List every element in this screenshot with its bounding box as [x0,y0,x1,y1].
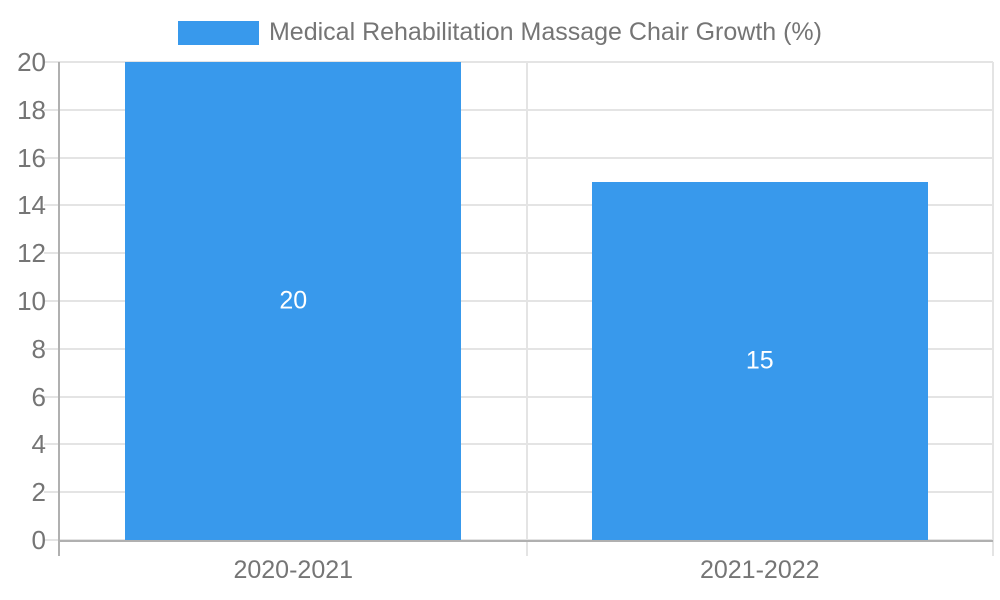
x-axis-label: 2021-2022 [699,556,820,584]
x-axis-line [58,540,993,542]
y-tick-label: 14 [17,190,46,221]
gridline-y-12 [44,252,993,255]
y-tick-label: 0 [31,525,46,555]
y-tick-label: 10 [17,286,46,316]
gridline-x-boundary-2 [992,62,994,556]
bar-2020-2021[interactable]: 20 [125,62,462,540]
plot-area: 20 15 [44,61,994,556]
gridline-x-boundary-1 [525,62,528,556]
y-tick-label: 6 [31,381,46,412]
y-tick-label: 12 [17,238,46,269]
bar-2021-2022[interactable]: 15 [591,181,928,540]
legend-swatch[interactable] [177,20,259,45]
gridline-y-6 [44,395,993,398]
y-tick-label: 8 [31,333,46,364]
legend-label: Medical Rehabilitation Massage Chair Gro… [268,18,822,46]
y-tick-label: 18 [17,94,46,125]
gridline-y-20 [44,61,993,63]
gridline-y-2 [44,491,993,494]
y-tick-label: 16 [17,142,46,173]
bar-value-label: 15 [745,346,774,375]
gridline-y-8 [44,347,993,350]
gridline-y-14 [44,204,993,207]
gridline-y-18 [44,108,993,111]
gridline-y-10 [44,300,993,302]
y-tick-label: 4 [31,429,46,460]
gridline-y-16 [44,156,993,159]
x-axis-label: 2020-2021 [233,556,354,584]
y-tick-label: 2 [31,477,46,508]
bar-value-label: 20 [279,286,308,315]
y-axis-line [58,62,60,556]
y-tick-label: 20 [17,47,46,77]
legend-item[interactable]: Medical Rehabilitation Massage Chair Gro… [0,18,1000,47]
gridline-y-4 [44,443,993,446]
